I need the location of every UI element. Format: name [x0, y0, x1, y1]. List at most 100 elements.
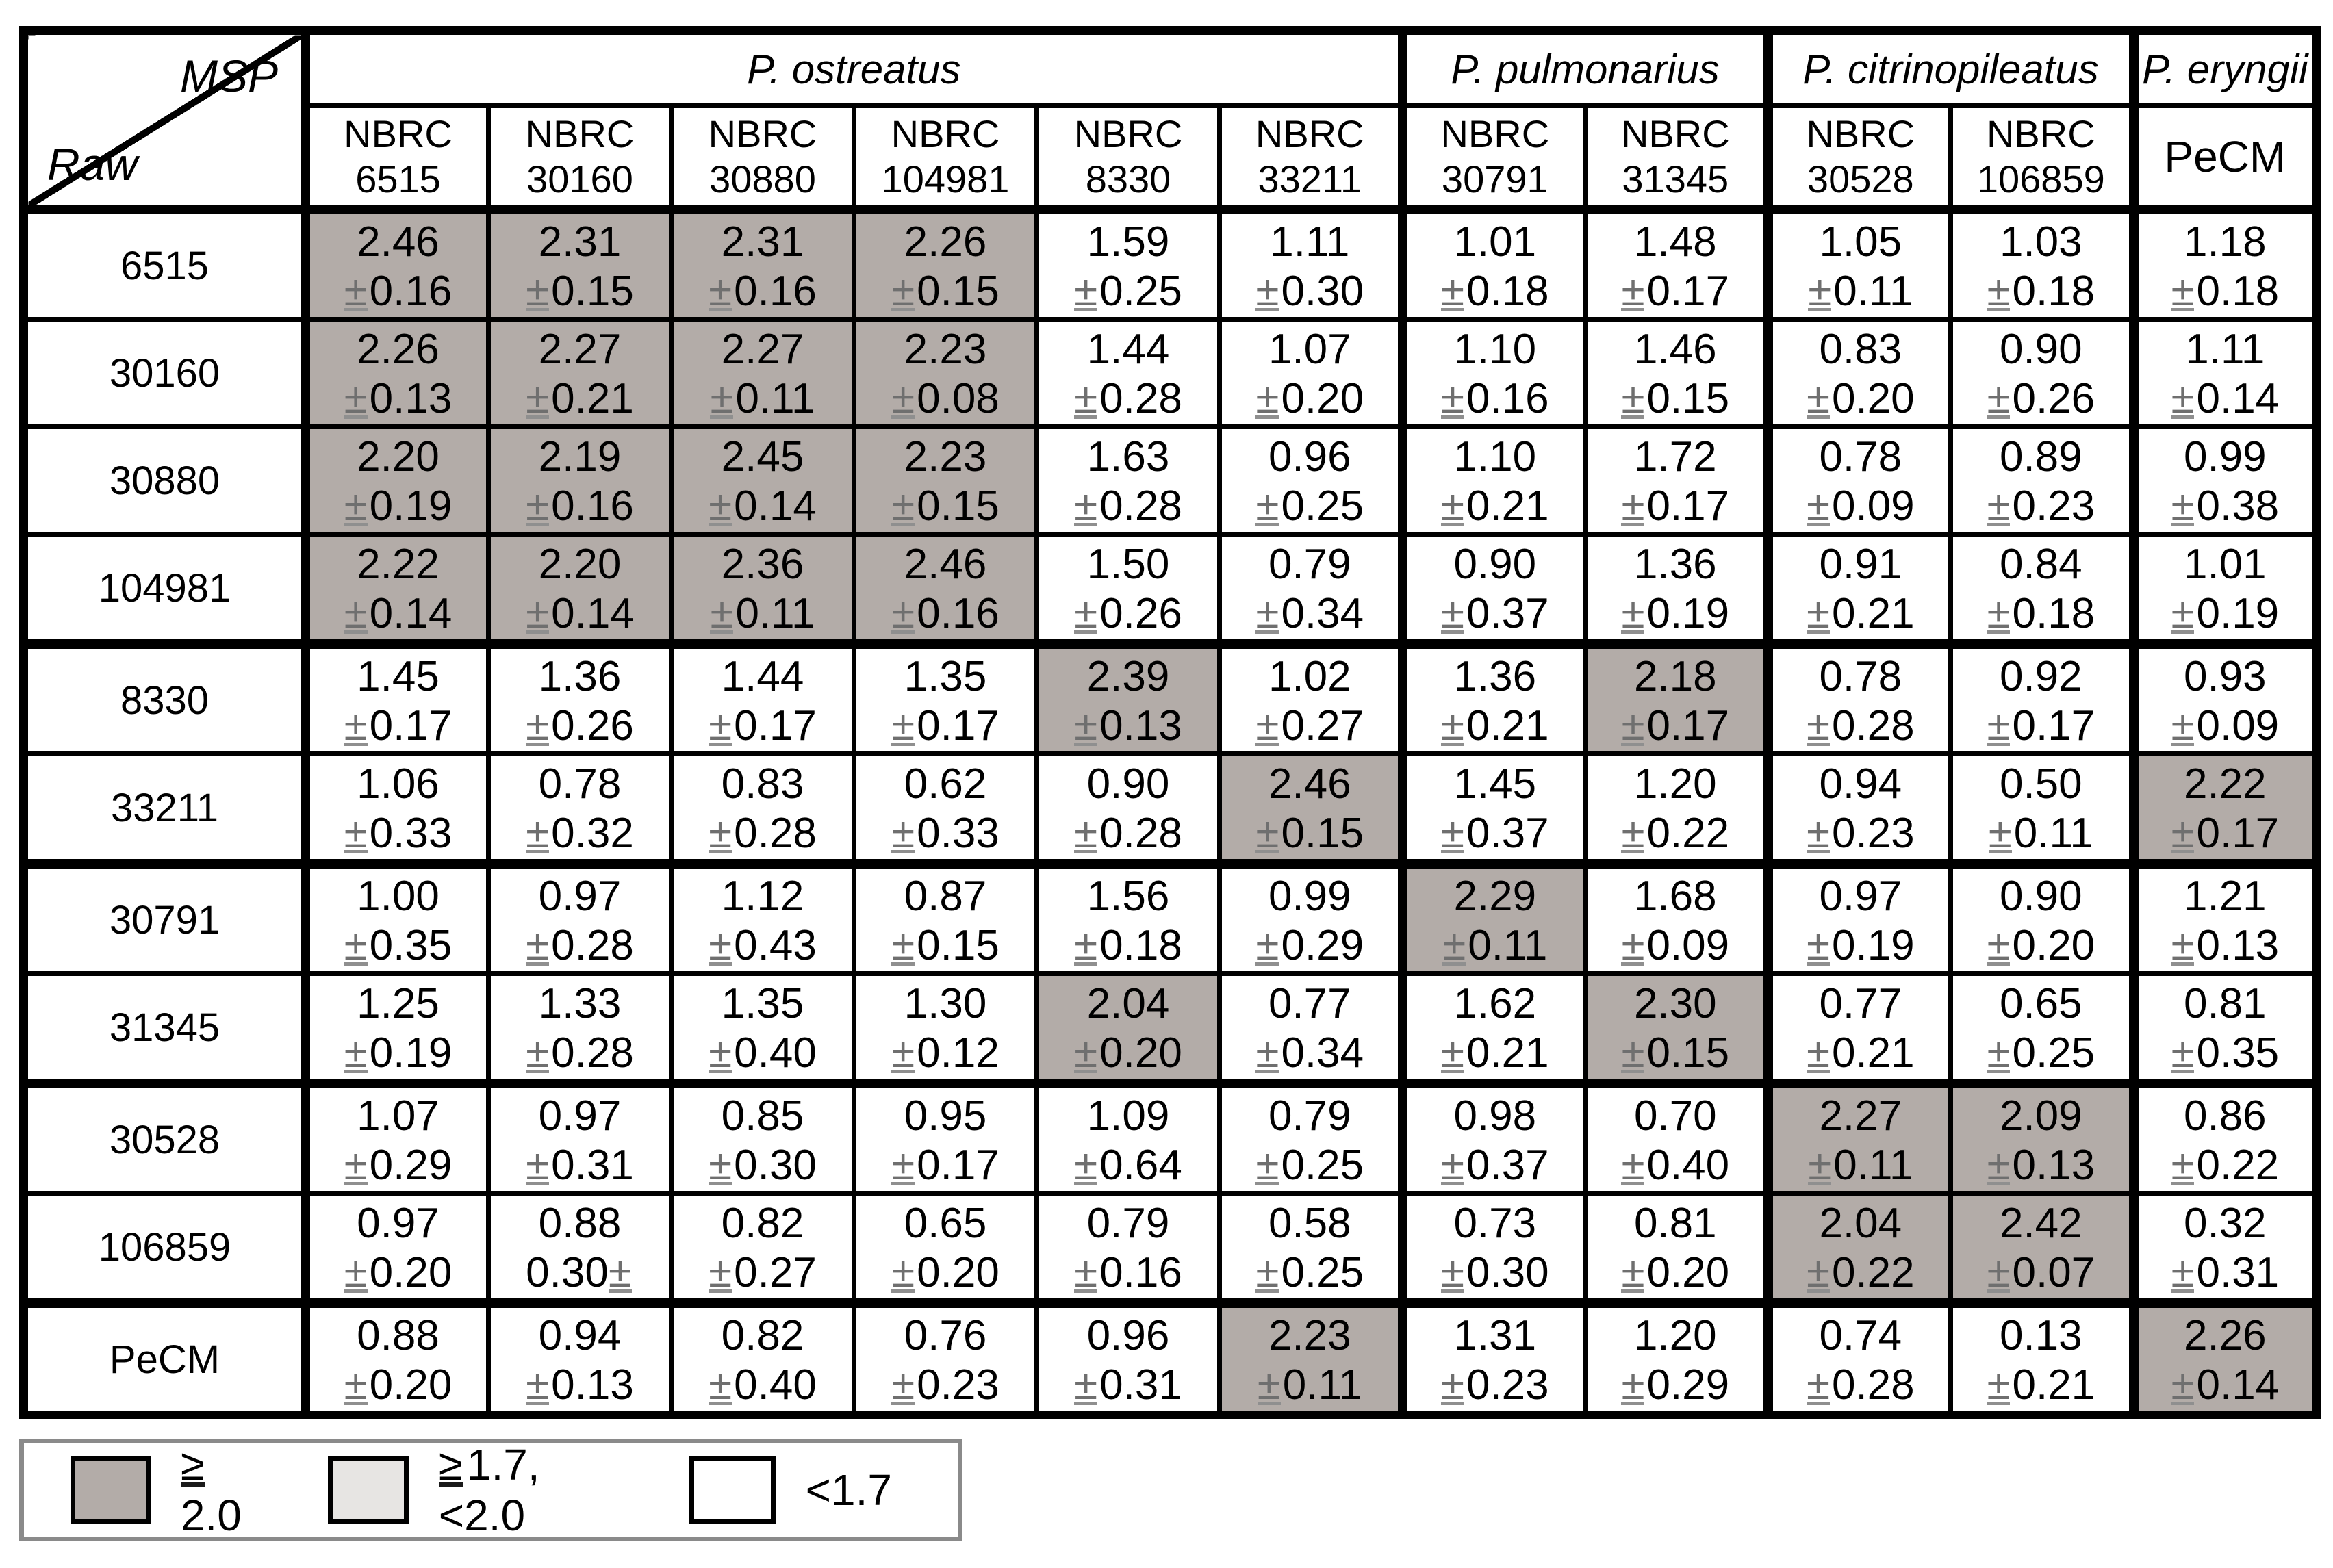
data-cell: 1.09 ±0.64 [1034, 1079, 1222, 1196]
cell-error: ±0.19 [1806, 922, 1915, 969]
data-cell: 0.97 ±0.28 [486, 859, 674, 976]
cell-value: 0.70 [1633, 1092, 1717, 1140]
data-cell: 0.94 ±0.23 [1763, 751, 1954, 866]
data-cell: 1.21 ±0.13 [2128, 859, 2319, 976]
cell-value: 1.68 [1633, 873, 1717, 920]
cell-error: ±0.15 [1255, 810, 1364, 857]
data-cell: 0.95 ±0.17 [852, 1079, 1039, 1196]
cell-error: ±0.33 [891, 810, 999, 857]
plus-minus-symbol: ± [526, 268, 550, 315]
legend-item: <1.7 [689, 1456, 892, 1524]
plus-minus-symbol: ± [526, 702, 550, 749]
cell-value: 0.77 [1268, 980, 1351, 1027]
cell-value: 0.90 [1999, 873, 2082, 920]
cell-value: 0.89 [1999, 433, 2082, 480]
data-cell: 0.82 ±0.40 [669, 1298, 856, 1417]
cell-value: 0.88 [357, 1312, 439, 1359]
cell-error: ±0.16 [526, 483, 634, 530]
data-cell: 2.45 ±0.14 [669, 424, 856, 537]
cell-error: ±0.16 [1074, 1249, 1182, 1296]
cell-value: 0.74 [1819, 1312, 1902, 1359]
cell-error: ±0.28 [526, 922, 634, 969]
plus-minus-symbol: ± [891, 375, 915, 422]
cell-value: 2.31 [538, 218, 622, 266]
msp-raw-cross-table: MSP Raw P. ostreatus P. pulmonarius P. c… [19, 26, 2321, 1419]
cell-error: ±0.20 [891, 1249, 999, 1296]
cell-error: ±0.18 [2171, 268, 2280, 315]
cell-value: 2.22 [2183, 760, 2267, 808]
cell-value: 2.23 [1268, 1312, 1351, 1359]
cell-error: ±0.26 [1074, 590, 1182, 637]
table-row-104981: 104981 2.22 ±0.14 2.20 ±0.14 2.36 ±0.11 2.46 ±0.… [21, 532, 2319, 647]
data-cell: 0.81 ±0.35 [2128, 971, 2319, 1086]
strain-header-row: NBRC 6515 NBRC 30160 NBRC 30880 NBRC 104981 NBRC… [24, 103, 2319, 214]
cell-error: ±0.11 [710, 590, 815, 637]
species-header-citrinopileatus: P. citrinopileatus [1763, 28, 2137, 108]
cell-error: ±0.13 [526, 1361, 634, 1409]
cell-value: 0.78 [538, 760, 622, 808]
table-row-31345: 31345 1.25 ±0.19 1.33 ±0.28 1.35 ±0.40 1.30 ±0.1… [21, 971, 2319, 1086]
cell-value: 1.50 [1086, 541, 1170, 588]
plus-minus-symbol: ± [1440, 810, 1464, 857]
plus-minus-symbol: ± [710, 375, 734, 422]
plus-minus-symbol: ± [1255, 810, 1279, 857]
plus-minus-symbol: ± [1255, 268, 1279, 315]
plus-minus-symbol: ± [709, 810, 732, 857]
cell-value: 1.00 [357, 873, 439, 920]
plus-minus-symbol: ± [1440, 1361, 1464, 1409]
cell-value: 0.79 [1268, 541, 1351, 588]
plus-minus-symbol: ± [1074, 922, 1098, 969]
plus-minus-symbol: ± [1621, 590, 1645, 637]
cell-error: ±0.11 [1808, 1142, 1913, 1189]
plus-minus-symbol: ± [2171, 268, 2195, 315]
plus-minus-symbol: ± [2171, 1361, 2195, 1409]
plus-minus-symbol: ± [526, 1361, 550, 1409]
cell-value: 1.59 [1086, 218, 1170, 266]
plus-minus-symbol: ± [1987, 1361, 2011, 1409]
cell-error: ±0.15 [526, 268, 634, 315]
plus-minus-symbol: ± [1806, 375, 1830, 422]
table-row-30528: 30528 1.07 ±0.29 0.97 ±0.31 0.85 ±0.30 0.95 ±0.1… [21, 1079, 2319, 1196]
data-cell: 1.72 ±0.17 [1583, 424, 1771, 537]
plus-minus-symbol: ± [1074, 268, 1098, 315]
column-header-30160: NBRC 30160 [486, 103, 674, 214]
data-cell: 1.18 ±0.18 [2128, 207, 2319, 322]
cell-value: 0.50 [1999, 760, 2082, 808]
plus-minus-symbol: ± [1987, 922, 2011, 969]
data-cell: 2.04 ±0.20 [1034, 971, 1222, 1086]
cell-value: 1.36 [538, 653, 622, 700]
corner-msp-label: MSP [179, 51, 278, 101]
cell-error: ±0.25 [1987, 1029, 2095, 1077]
data-cell: 2.22 ±0.17 [2128, 751, 2319, 866]
data-cell: 2.42 ±0.07 [1948, 1191, 2137, 1306]
data-cell: 2.27 ±0.11 [1763, 1079, 1954, 1196]
data-cell: 0.89 ±0.23 [1948, 424, 2137, 537]
plus-minus-symbol: ± [608, 1249, 632, 1296]
cell-error: ±0.14 [526, 590, 634, 637]
data-cell: 1.01 ±0.18 [1397, 207, 1588, 322]
data-cell: 0.81 ±0.20 [1583, 1191, 1771, 1306]
plus-minus-symbol: ± [709, 1361, 732, 1409]
cell-error: ±0.08 [891, 375, 999, 422]
cell-value: 1.63 [1086, 433, 1170, 480]
data-cell: 2.46 ±0.15 [1216, 751, 1405, 866]
data-cell: 2.18 ±0.17 [1583, 639, 1771, 756]
cell-error: ±0.34 [1255, 1029, 1364, 1077]
cell-error: ±0.35 [2171, 1029, 2280, 1077]
plus-minus-symbol: ± [1440, 1142, 1464, 1189]
data-cell: 0.97 ±0.20 [303, 1191, 491, 1306]
plus-minus-symbol: ± [1806, 590, 1830, 637]
plus-minus-symbol: ± [526, 375, 550, 422]
data-cell: 0.76 ±0.23 [852, 1298, 1039, 1417]
plus-minus-symbol: ± [891, 268, 915, 315]
data-cell: 0.83 ±0.28 [669, 751, 856, 866]
cell-value: 1.11 [2185, 326, 2265, 373]
plus-minus-symbol: ± [2171, 1029, 2195, 1077]
cell-error: ±0.11 [1808, 268, 1913, 315]
cell-value: 0.83 [721, 760, 804, 808]
cell-value: 0.79 [1086, 1200, 1170, 1247]
row-header-6515: 6515 [21, 207, 310, 322]
cell-error: ±0.13 [344, 375, 452, 422]
cell-value: 1.36 [1453, 653, 1537, 700]
cell-value: 0.92 [1999, 653, 2082, 700]
